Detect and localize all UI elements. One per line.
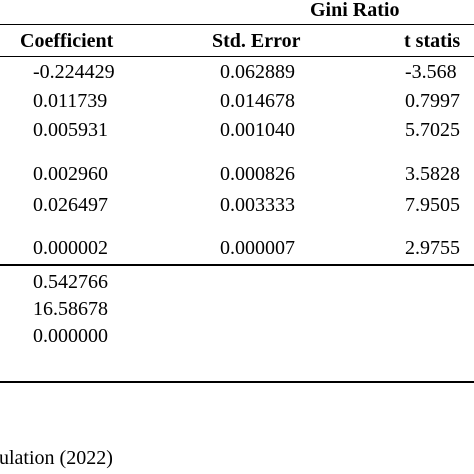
cell-std-error: 0.000007 — [220, 237, 295, 259]
stat-value: 0.000000 — [33, 325, 108, 347]
cell-coefficient: 0.026497 — [33, 194, 108, 216]
cell-std-error: 0.001040 — [220, 119, 295, 141]
cell-coefficient: -0.224429 — [33, 61, 115, 83]
cell-t-stat: 2.9755 — [405, 237, 460, 259]
cell-coefficient: 0.005931 — [33, 119, 108, 141]
cell-std-error: 0.003333 — [220, 194, 295, 216]
cell-t-stat: 5.7025 — [405, 119, 460, 141]
cell-t-stat: 0.7997 — [405, 90, 460, 112]
column-header-std-error: Std. Error — [212, 30, 301, 52]
cell-std-error: 0.062889 — [220, 61, 295, 83]
cell-coefficient: 0.011739 — [33, 90, 108, 112]
header-bottom-rule — [0, 56, 474, 57]
column-header-t-statistic: t statis — [404, 30, 461, 52]
table-bottom-rule — [0, 381, 474, 383]
source-note: ulation (2022) — [0, 447, 113, 469]
body-bottom-rule — [0, 264, 474, 266]
cell-std-error: 0.014678 — [220, 90, 295, 112]
stat-value: 16.58678 — [33, 298, 108, 320]
stat-value: 0.542766 — [33, 271, 108, 293]
cell-t-stat: -3.568 — [405, 61, 457, 83]
cell-t-stat: 3.5828 — [405, 163, 460, 185]
cell-coefficient: 0.000002 — [33, 237, 108, 259]
cell-t-stat: 7.9505 — [405, 194, 460, 216]
cell-coefficient: 0.002960 — [33, 163, 108, 185]
column-header-coefficient: Coefficient — [20, 30, 114, 52]
cell-std-error: 0.000826 — [220, 163, 295, 185]
group-header-gini-ratio: Gini Ratio — [310, 0, 400, 21]
header-top-rule — [0, 24, 474, 25]
